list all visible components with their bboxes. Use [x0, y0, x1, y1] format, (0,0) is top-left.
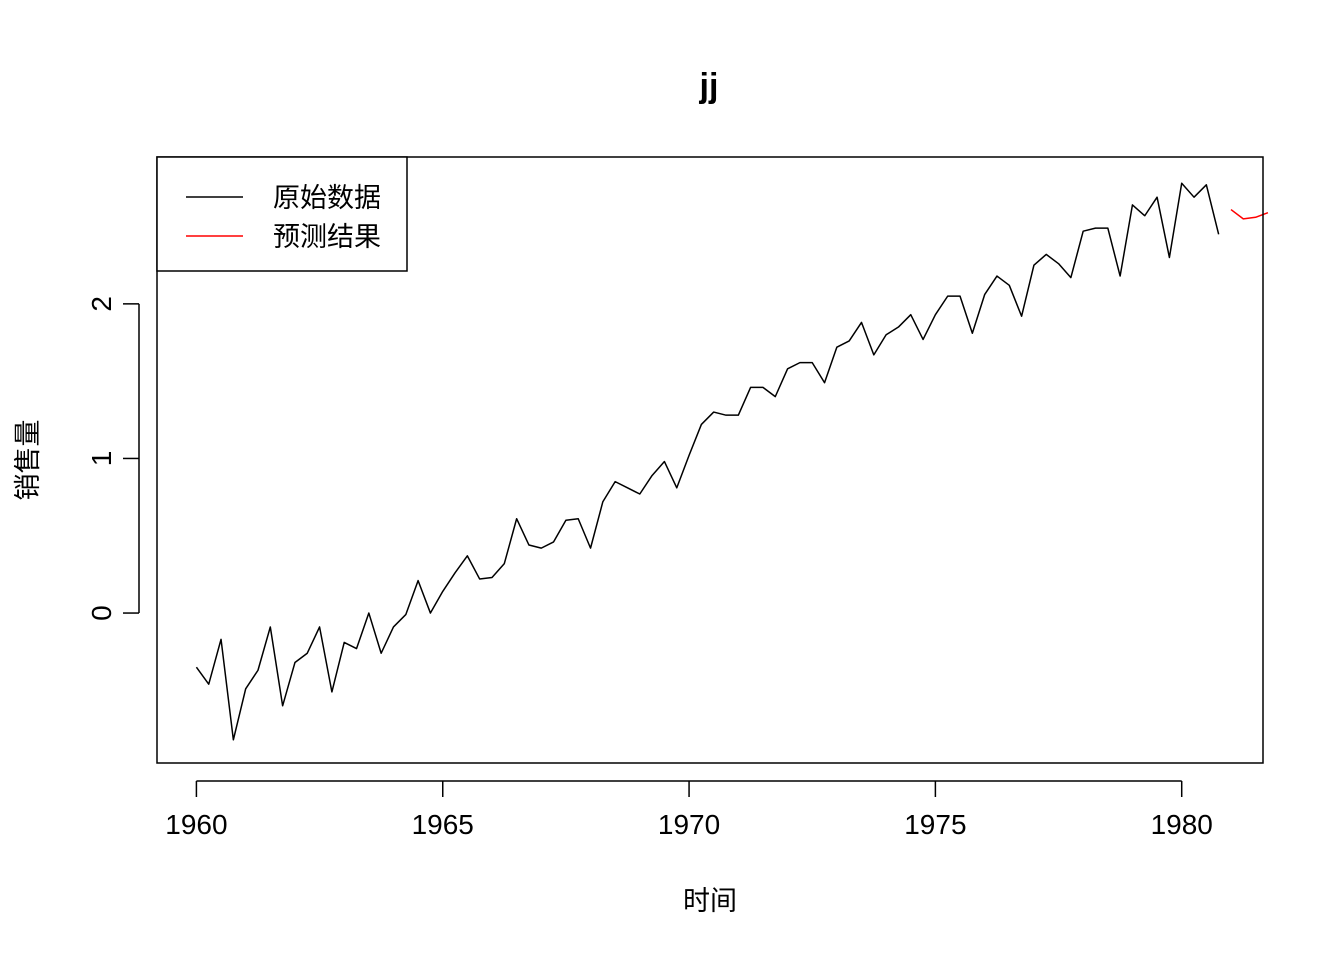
y-tick-label: 2 — [86, 296, 117, 312]
legend-label-forecast: 预测结果 — [273, 222, 381, 253]
legend-box — [156, 156, 408, 272]
plot-lines — [195, 182, 1269, 741]
legend-label-original: 原始数据 — [273, 183, 381, 214]
series-line-original — [195, 182, 1220, 741]
x-tick-label: 1960 — [165, 809, 227, 840]
x-tick-label: 1965 — [412, 809, 474, 840]
x-tick-label: 1970 — [658, 809, 720, 840]
y-axis-label: 销售量 — [13, 420, 44, 501]
x-axis: 1960 1965 1970 1975 1980 — [165, 780, 1213, 840]
chart-title: jj — [699, 67, 719, 105]
legend: 原始数据 预测结果 — [156, 156, 408, 272]
plot-frame — [156, 156, 1264, 764]
y-axis: 0 1 2 — [86, 296, 140, 621]
x-tick-label: 1975 — [904, 809, 966, 840]
y-tick-label: 0 — [86, 605, 117, 621]
x-tick-label: 1980 — [1151, 809, 1213, 840]
x-axis-label: 时间 — [683, 886, 737, 917]
y-tick-label: 1 — [86, 451, 117, 467]
series-line-forecast — [1230, 208, 1269, 220]
